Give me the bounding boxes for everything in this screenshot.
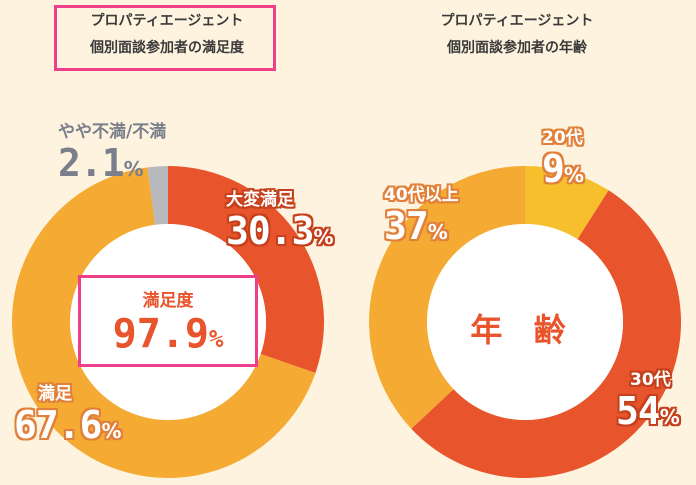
label-satisfied-name: 満足 xyxy=(38,384,72,404)
title-highlight-box xyxy=(54,5,276,71)
label-20s-value: 9 xyxy=(542,147,565,191)
satisfaction-slice-1 xyxy=(168,166,324,373)
label-40s-plus: 40代以上 37% xyxy=(384,185,459,247)
satisfaction-title-line1: プロパティエージェント xyxy=(90,13,244,29)
age-hole xyxy=(427,224,623,420)
age-panel: プロパティエージェント 個別面談参加者の年齢 20代 9% 40代以上 37% … xyxy=(348,0,696,485)
label-20s-name: 20代 xyxy=(542,128,583,148)
label-satisfied-value: 67.6 xyxy=(14,403,103,447)
label-40s-plus-value: 37 xyxy=(384,204,429,248)
label-40s-plus-unit: % xyxy=(427,220,448,244)
label-dissatisfied-unit: % xyxy=(123,157,144,181)
label-very-satisfied: 大変満足 30.3% xyxy=(226,190,334,252)
age-center-label: 年 齢 xyxy=(470,311,576,349)
satisfaction-center-box: 満足度 97.9% xyxy=(78,275,258,367)
age-donut-chart xyxy=(369,166,682,478)
label-very-satisfied-unit: % xyxy=(313,225,334,249)
label-dissatisfied-value: 2.1 xyxy=(58,141,125,185)
satisfaction-title: プロパティエージェント 個別面談参加者の満足度 xyxy=(58,8,276,62)
label-dissatisfied: やや不満/不満 2.1% xyxy=(58,122,166,184)
satisfaction-center-label: 満足度 xyxy=(142,291,194,311)
label-very-satisfied-value: 30.3 xyxy=(226,209,315,253)
label-40s-plus-name: 40代以上 xyxy=(384,185,459,205)
satisfaction-panel: プロパティエージェント 個別面談参加者の満足度 やや不満/不満 2.1% 大変満… xyxy=(12,5,334,478)
satisfaction-slice-2 xyxy=(12,167,316,478)
age-slice-1 xyxy=(525,166,609,240)
label-very-satisfied-name: 大変満足 xyxy=(226,190,294,210)
satisfaction-title-line2: 個別面談参加者の満足度 xyxy=(90,40,244,56)
age-title-line1: プロパティエージェント xyxy=(440,13,594,29)
label-30s-name: 30代 xyxy=(630,370,671,390)
age-slice-3 xyxy=(369,166,525,429)
age-slice-2 xyxy=(411,190,682,478)
age-title: プロパティエージェント 個別面談参加者の年齢 xyxy=(408,8,626,62)
satisfaction-donut-chart xyxy=(12,166,324,478)
satisfaction-center-value: 97.9% xyxy=(81,311,255,362)
label-30s: 30代 54% xyxy=(616,370,680,432)
label-20s-unit: % xyxy=(563,163,584,187)
satisfaction-hole xyxy=(70,224,266,420)
satisfaction-center-number: 97.9 xyxy=(112,311,209,357)
satisfaction-slice-3 xyxy=(147,166,168,225)
label-20s: 20代 9% xyxy=(542,128,584,190)
label-30s-unit: % xyxy=(659,405,680,429)
label-30s-value: 54 xyxy=(616,389,661,433)
satisfaction-center-unit: % xyxy=(208,325,224,353)
label-satisfied-unit: % xyxy=(101,419,122,443)
label-satisfied: 満足 67.6% xyxy=(14,384,122,446)
age-title-line2: 個別面談参加者の年齢 xyxy=(447,40,587,56)
label-dissatisfied-name: やや不満/不満 xyxy=(58,122,167,142)
